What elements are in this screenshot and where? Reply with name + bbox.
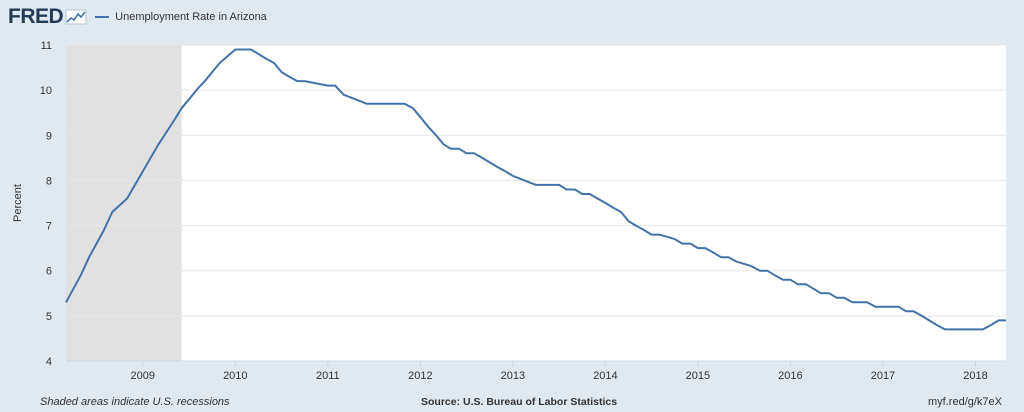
x-tick-label: 2009 [131, 370, 155, 382]
plot-area [66, 45, 1006, 361]
y-tick-label: 11 [41, 40, 52, 52]
recession-note: Shaded areas indicate U.S. recessions [40, 396, 230, 408]
y-tick-label: 7 [46, 221, 52, 233]
x-tick-label: 2014 [593, 370, 617, 382]
short-link[interactable]: myf.red/g/k7eX [928, 396, 1002, 408]
y-axis-title: Percent [12, 184, 24, 222]
y-tick-label: 5 [46, 311, 52, 323]
y-tick-label: 4 [46, 356, 52, 368]
y-tick-label: 10 [40, 85, 52, 97]
x-tick-label: 2011 [316, 370, 340, 382]
y-tick-label: 8 [46, 175, 52, 187]
x-tick-label: 2012 [408, 370, 432, 382]
legend-line-swatch [95, 16, 110, 18]
logo-text: FRED [8, 5, 64, 28]
series-line-0 [65, 48, 1006, 331]
y-tick-label: 6 [46, 266, 52, 278]
chart-header: FRED Unemployment Rate in Arizona [8, 4, 267, 30]
legend-label[interactable]: Unemployment Rate in Arizona [115, 11, 267, 23]
x-tick-label: 2015 [686, 370, 710, 382]
y-tick-label: 9 [46, 130, 52, 142]
fred-chart-icon [65, 9, 87, 25]
x-tick-label: 2016 [778, 370, 802, 382]
legend: Unemployment Rate in Arizona [95, 11, 267, 23]
x-tick-label: 2018 [963, 370, 987, 382]
source-note: Source: U.S. Bureau of Labor Statistics [421, 396, 618, 408]
x-tick-label: 2010 [223, 370, 247, 382]
recession-band-0 [66, 45, 182, 361]
x-tick-label: 2013 [501, 370, 525, 382]
fred-logo[interactable]: FRED [8, 5, 87, 29]
x-tick-label: 2017 [871, 370, 895, 382]
